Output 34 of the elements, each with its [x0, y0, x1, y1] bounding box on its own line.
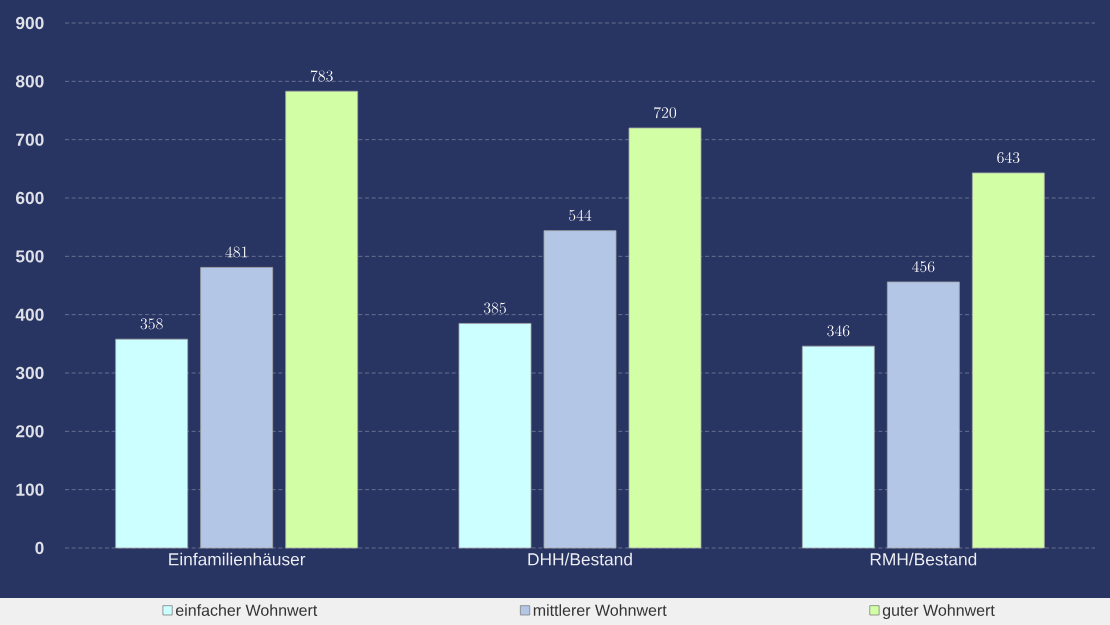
data-label: 358 — [140, 318, 163, 330]
data-label: 346 — [827, 325, 850, 337]
y-tick-label: 500 — [15, 250, 44, 263]
x-tick-label: RMH/Bestand — [870, 552, 977, 566]
y-tick-label: 700 — [16, 133, 44, 146]
bar — [628, 127, 702, 549]
y-tick-label: 100 — [16, 483, 44, 496]
y-tick-label: 900 — [15, 16, 44, 30]
data-label: 643 — [997, 151, 1020, 164]
data-label: 385 — [483, 302, 506, 314]
bar — [458, 323, 532, 549]
y-tick-label: 200 — [15, 425, 44, 438]
data-label: 544 — [569, 209, 592, 221]
x-tick-label: Einfamilienhäuser — [169, 552, 306, 566]
y-tick-label: 800 — [15, 75, 44, 88]
legend-label: mittlerer Wohnwert — [533, 604, 667, 616]
bar — [200, 267, 274, 549]
data-label: 481 — [225, 246, 248, 258]
bar — [115, 338, 189, 549]
y-tick-label: 600 — [16, 191, 44, 205]
bar — [801, 345, 875, 549]
data-label: 456 — [912, 261, 935, 273]
y-tick-label: 400 — [15, 308, 44, 321]
bar — [285, 90, 359, 549]
data-label: 783 — [310, 70, 333, 82]
y-tick-label: 300 — [15, 366, 44, 380]
x-tick-label: DHH/Bestand — [528, 552, 632, 566]
legend-label: guter Wohnwert — [882, 604, 995, 620]
bar — [886, 281, 960, 549]
data-label: 720 — [654, 107, 677, 119]
y-tick-label: 0 — [35, 541, 44, 555]
legend-label: einfacher Wohnwert — [175, 604, 318, 616]
bar — [543, 230, 617, 549]
bar — [971, 172, 1045, 549]
